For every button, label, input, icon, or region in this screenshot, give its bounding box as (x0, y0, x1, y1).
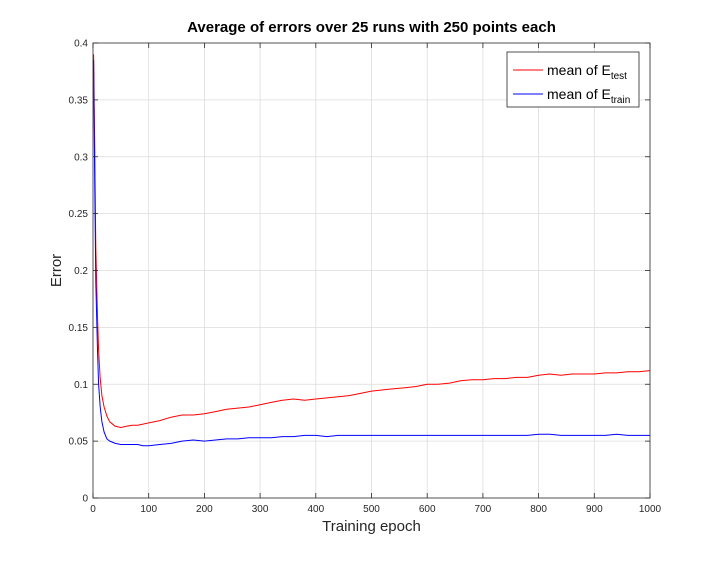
y-axis-label: Error (48, 254, 65, 287)
tick-layer: 0 100 200 300 400 500 600 700 800 900 1000 0 0.05 0.1… (69, 39, 662, 516)
legend-box (506, 51, 640, 108)
x-tick-label: 600 (419, 504, 436, 515)
legend-label-train: mean of Etrain (547, 86, 630, 106)
x-tick-label: 500 (363, 504, 380, 515)
x-tick-label: 800 (530, 504, 547, 515)
chart-title: Average of errors over 25 runs with 250 … (187, 19, 556, 36)
x-tick-label: 400 (307, 504, 324, 515)
legend-label-base: mean of E (547, 86, 611, 102)
x-tick-label: 100 (140, 504, 157, 515)
x-axis-label: Training epoch (322, 518, 421, 535)
x-tick-label: 300 (252, 504, 269, 515)
x-tick-label: 0 (90, 504, 96, 515)
series-line-test (93, 54, 651, 428)
x-tick-label: 200 (196, 504, 213, 515)
legend-label-test: mean of Etest (547, 62, 627, 82)
legend-label-subscript: train (611, 95, 630, 106)
x-tick-label: 700 (475, 504, 492, 515)
y-tick-label: 0.2 (74, 266, 88, 277)
y-tick-label: 0.05 (69, 437, 89, 448)
y-tick-label: 0.25 (69, 209, 89, 220)
y-tick-label: 0.4 (74, 39, 88, 50)
x-tick-label: 900 (586, 504, 603, 515)
y-tick-label: 0.35 (69, 95, 89, 106)
x-tick-label: 1000 (639, 504, 662, 515)
y-tick-label: 0 (82, 494, 88, 505)
legend-label-base: mean of E (547, 62, 611, 78)
y-tick-label: 0.15 (69, 323, 89, 334)
series-layer (93, 54, 651, 447)
legend-label-subscript: test (611, 71, 627, 82)
series-line-train (93, 60, 650, 447)
y-tick-label: 0.1 (74, 380, 88, 391)
y-tick-label: 0.3 (74, 152, 88, 163)
